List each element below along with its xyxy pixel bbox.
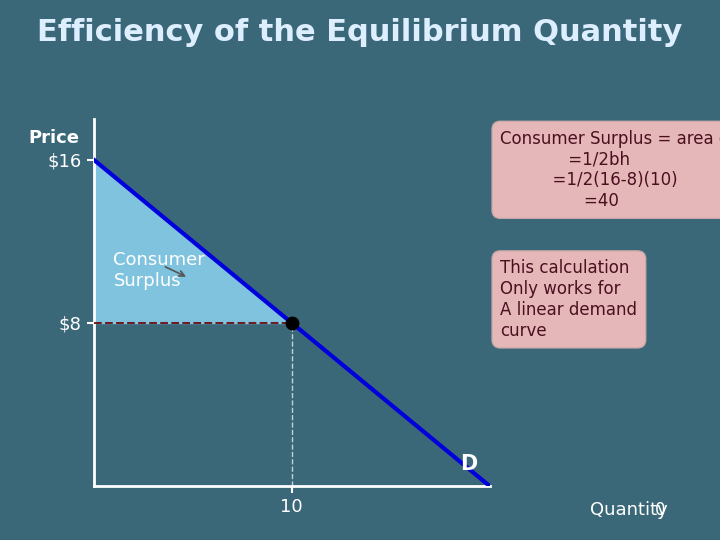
Text: D: D	[460, 454, 477, 474]
Text: 0: 0	[655, 501, 666, 519]
Polygon shape	[94, 160, 292, 323]
Text: Efficiency of the Equilibrium Quantity: Efficiency of the Equilibrium Quantity	[37, 18, 683, 47]
Text: Quantity: Quantity	[590, 501, 668, 519]
Text: Price: Price	[29, 129, 79, 147]
Text: This calculation
Only works for
A linear demand
curve: This calculation Only works for A linear…	[500, 259, 637, 340]
Text: Consumer
Surplus: Consumer Surplus	[114, 252, 205, 290]
Text: Consumer Surplus = area of triangle
             =1/2bh
          =1/2(16-8)(10): Consumer Surplus = area of triangle =1/2…	[500, 130, 720, 210]
